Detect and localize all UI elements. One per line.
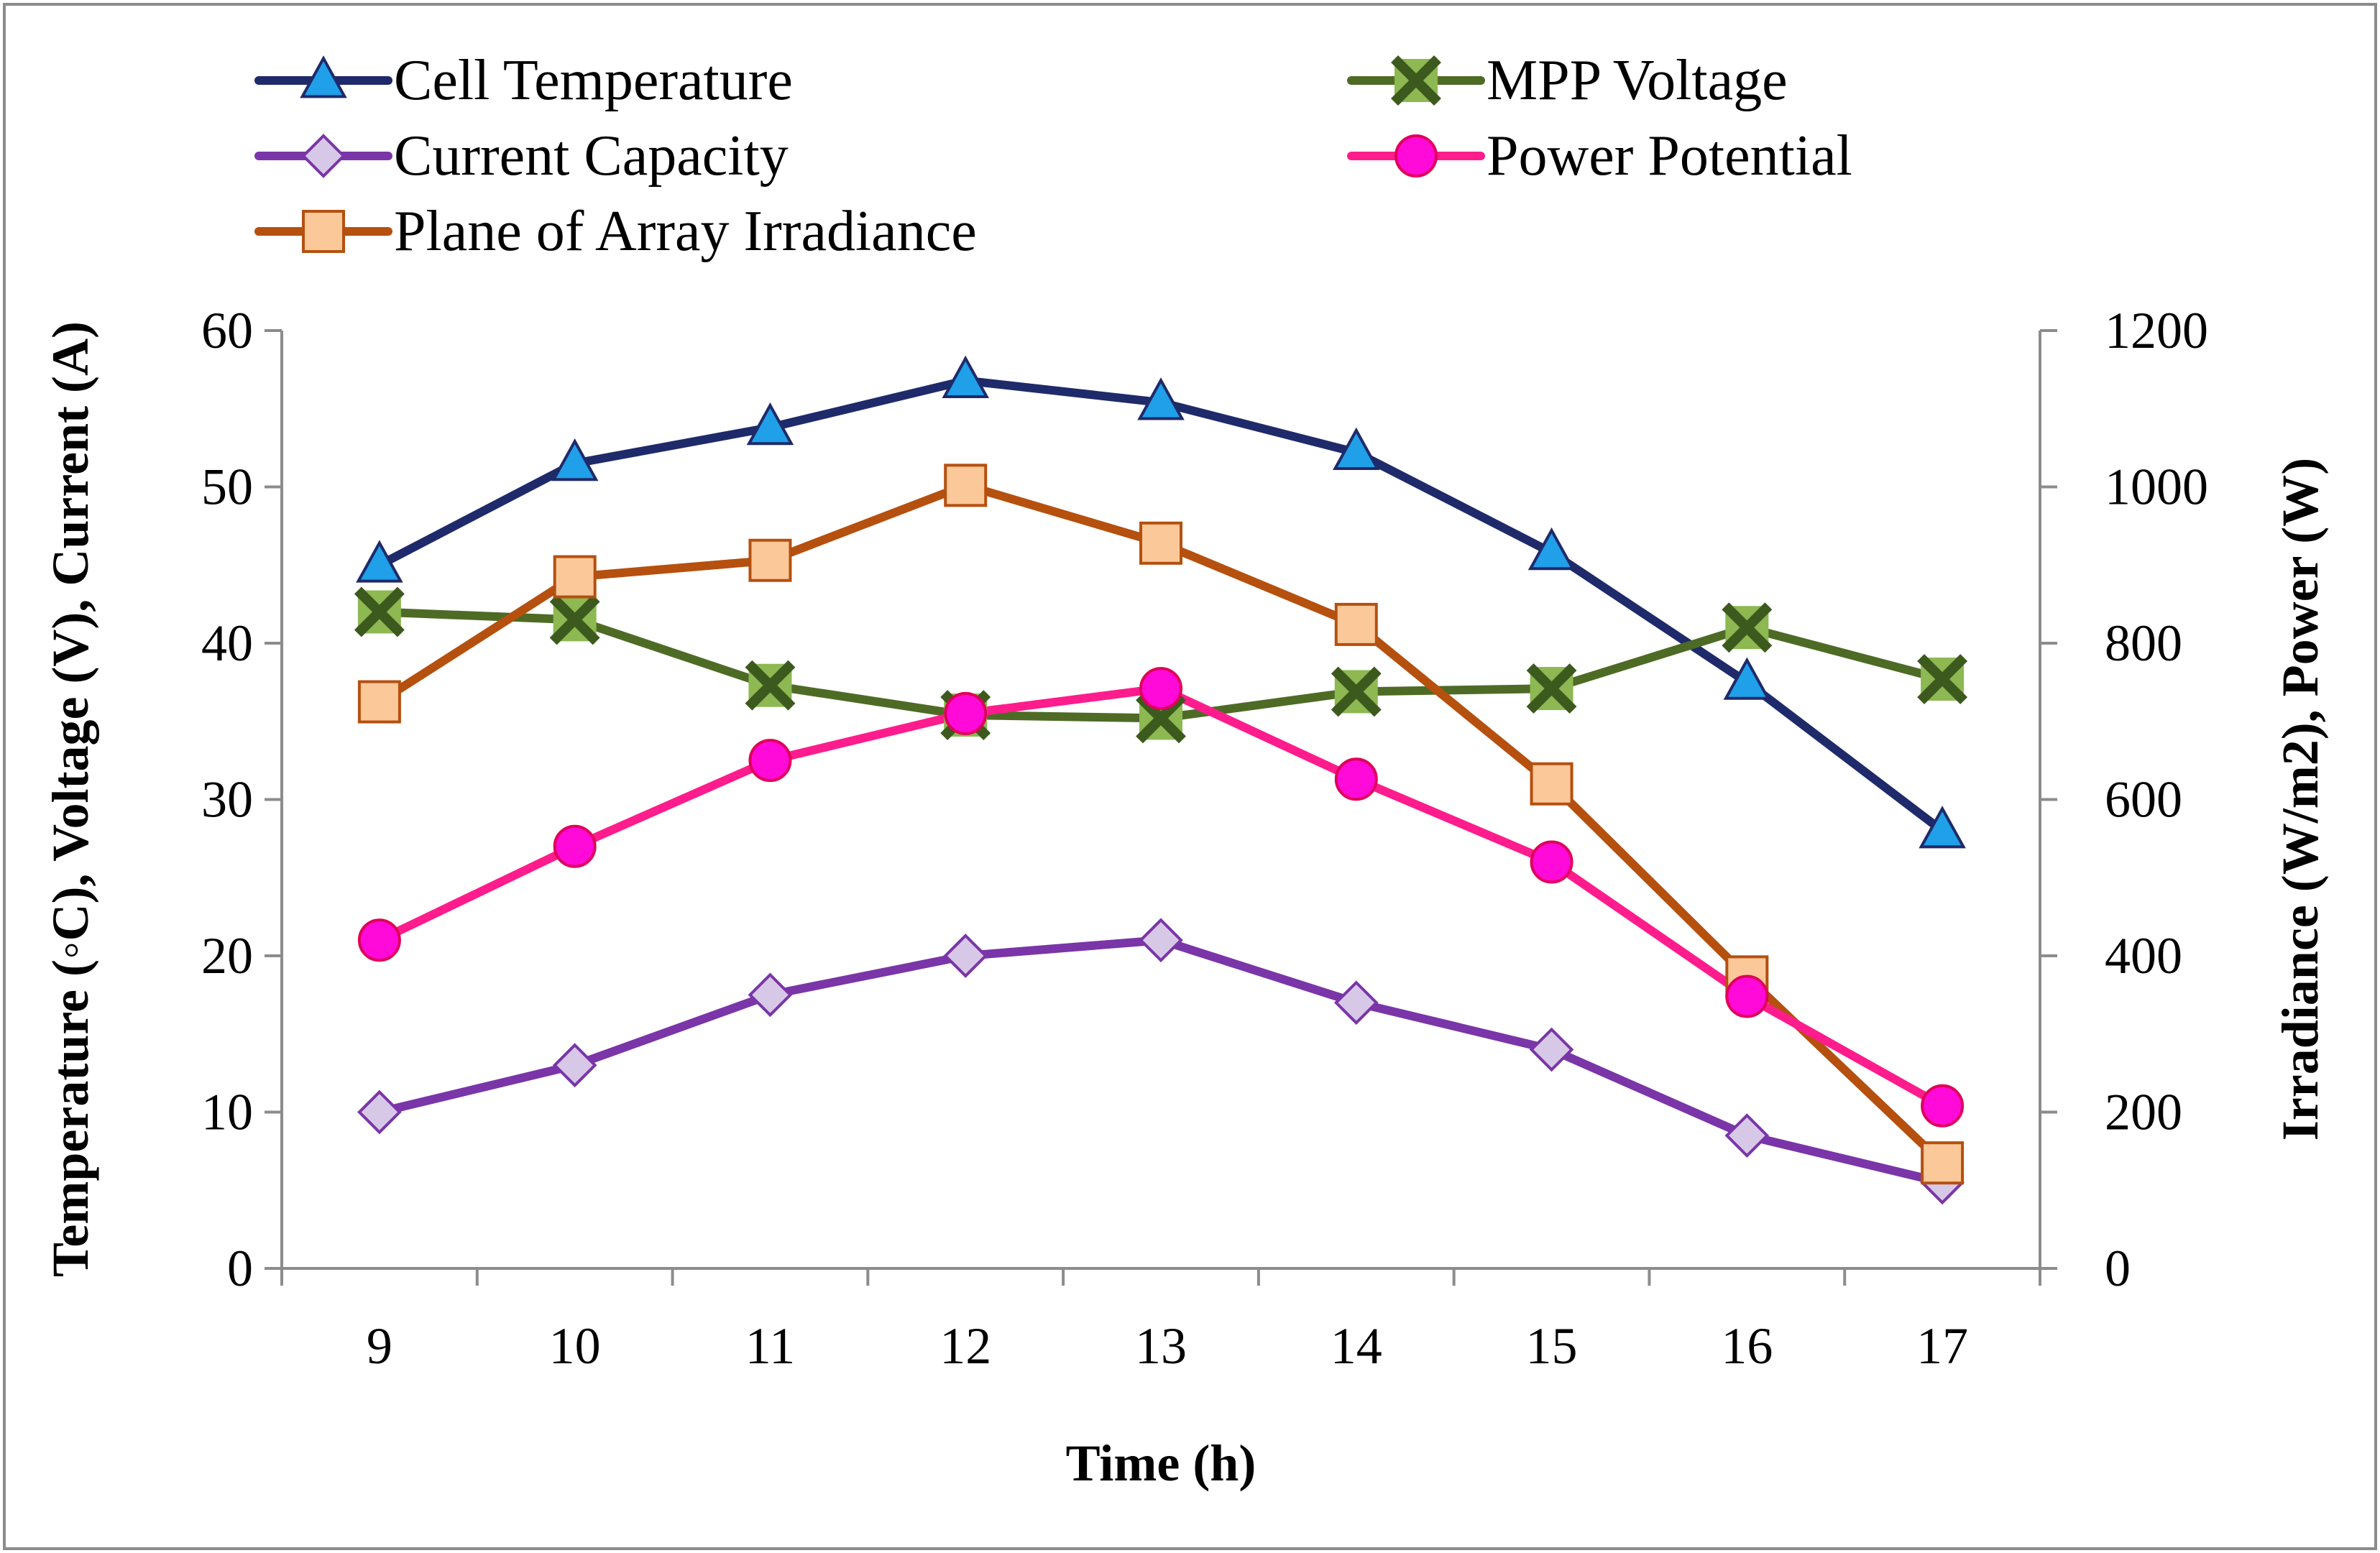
data-point-cell-temperature [356,540,403,583]
data-point-current-capacity [357,1089,402,1135]
data-point-mpp-voltage [745,660,796,711]
legend-label: Plane of Array Irradiance [394,200,977,263]
data-point-mpp-voltage-cross [1917,654,1968,704]
x-tick-label: 12 [939,1317,991,1375]
legend-item-power-potential: Power Potential [1347,124,1852,188]
x-axis-title: Time (h) [1066,1434,1256,1492]
x-tick-label: 13 [1135,1317,1187,1375]
data-point-cell-temperature [1332,427,1380,471]
x-tick-label: 17 [1916,1317,1968,1375]
data-point-cell-temperature [942,355,990,398]
legend-swatch-marker [1391,55,1441,106]
data-point-plane-of-array-irradiance [1530,762,1573,806]
x-tick-label: 14 [1331,1317,1382,1375]
legend-swatch-marker [1395,134,1438,178]
x-tick-label: 11 [745,1317,795,1375]
data-point-current-capacity [943,934,988,978]
data-point-mpp-voltage-cross [1722,602,1773,653]
data-point-power-potential [1530,840,1573,884]
y-left-tick-label: 10 [201,1084,253,1141]
x-tick-label: 9 [367,1317,392,1375]
data-point-power-potential [944,691,988,735]
chart-frame [3,3,2377,1550]
x-tick-label: 10 [549,1317,601,1375]
legend-swatch-marker [302,210,345,253]
legend-label: Power Potential [1487,124,1852,188]
data-point-current-capacity [1529,1027,1574,1072]
y-right-tick-label: 800 [2105,614,2182,672]
data-point-plane-of-array-irradiance [748,538,792,582]
data-point-power-potential [1921,1084,1965,1128]
data-point-current-capacity [1139,918,1183,963]
y-right-tick-label: 400 [2105,927,2182,985]
data-point-mpp-voltage-cross [549,594,600,645]
y-right-tick-label: 1200 [2105,302,2208,359]
data-point-power-potential [1334,757,1378,801]
y-axis-title-right: Irradiance (W/m2), Power (W) [2271,458,2329,1140]
y-left-tick-label: 30 [201,771,253,829]
data-point-mpp-voltage-cross [1526,663,1577,714]
y-left-tick-label: 40 [201,614,253,672]
data-point-power-potential [553,824,597,868]
data-point-plane-of-array-irradiance [1139,521,1182,565]
data-point-plane-of-array-irradiance [357,680,401,724]
legend-swatch-marker-cross [1391,55,1441,106]
data-point-power-potential [1139,667,1182,711]
data-point-plane-of-array-irradiance [1334,602,1378,646]
y-left-tick-label: 20 [201,927,253,985]
legend-item-mpp-voltage: MPP Voltage [1347,49,1788,112]
data-point-cell-temperature [1723,657,1771,700]
y-left-tick-label: 60 [201,302,253,359]
data-point-mpp-voltage-cross [1331,666,1382,717]
y-right-tick-label: 1000 [2105,458,2208,516]
data-point-plane-of-array-irradiance [553,555,597,599]
legend-item-current-capacity: Current Capacity [254,124,789,188]
data-point-plane-of-array-irradiance [1921,1141,1965,1185]
data-point-mpp-voltage [1722,602,1773,653]
data-point-mpp-voltage [354,586,405,637]
legend-swatch-marker [301,134,346,178]
axis-ticks [265,329,2057,1286]
data-point-cell-temperature [1137,377,1185,420]
x-tick-label: 16 [1721,1317,1773,1375]
data-point-current-capacity [1333,980,1379,1026]
data-point-power-potential [1725,974,1769,1018]
legend-swatch-marker [300,55,347,98]
data-point-plane-of-array-irradiance [944,464,988,507]
data-point-current-capacity [748,972,793,1018]
legend-item-cell-temperature: Cell Temperature [254,49,793,112]
legend: Cell Temperature MPP Voltage Current Capac… [254,49,1852,263]
plot-area [265,329,2057,1286]
data-point-power-potential [357,918,401,962]
data-point-cell-temperature [1919,806,1966,849]
legend-label: Current Capacity [394,124,789,188]
data-point-mpp-voltage-cross [354,586,405,637]
legend-item-plane-of-array-irradiance: Plane of Array Irradiance [254,200,977,263]
y-right-tick-label: 0 [2105,1240,2131,1297]
data-point-mpp-voltage [549,594,600,645]
data-point-power-potential [748,739,792,783]
data-point-mpp-voltage [1526,663,1577,714]
y-left-tick-label: 50 [201,458,253,516]
data-point-mpp-voltage [1331,666,1382,717]
data-point-mpp-voltage-cross [745,660,796,711]
legend-label: Cell Temperature [394,49,793,112]
data-point-current-capacity [552,1043,597,1088]
data-point-cell-temperature [1527,527,1576,571]
data-point-cell-temperature [746,402,794,446]
y-axis-title-left: Temperature (◦C), Voltage (V), Current (… [42,321,99,1277]
legend-label: MPP Voltage [1487,49,1788,112]
series-markers [354,355,1968,1205]
data-point-mpp-voltage [1917,654,1968,704]
x-tick-label: 15 [1526,1317,1578,1375]
y-right-tick-label: 600 [2105,771,2182,829]
data-point-cell-temperature [551,438,599,481]
y-right-tick-label: 200 [2105,1084,2182,1141]
y-left-tick-label: 0 [227,1240,253,1297]
data-point-current-capacity [1724,1113,1770,1158]
